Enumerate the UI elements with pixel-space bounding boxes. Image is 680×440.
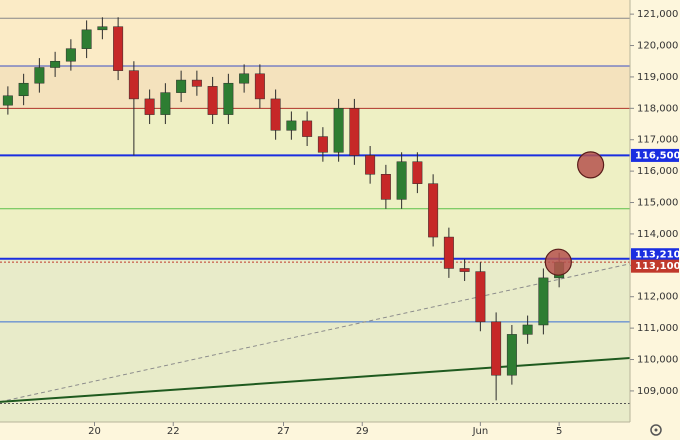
- candle-body: [459, 268, 470, 272]
- candle-body: [396, 161, 407, 200]
- candle-body: [176, 79, 187, 93]
- candle-body: [302, 120, 313, 137]
- price-band: [0, 65, 630, 109]
- price-tag-label: 113,100: [635, 261, 680, 272]
- y-tick-label: 118,000: [637, 103, 678, 114]
- price-tag-label: 116,500: [635, 150, 680, 161]
- marker-circle: [544, 248, 572, 276]
- gear[interactable]: [650, 424, 662, 436]
- y-tick-label: 121,000: [637, 9, 678, 20]
- x-tick-label: 22: [167, 426, 180, 437]
- candle-body: [333, 108, 344, 153]
- price-tag: [631, 148, 679, 162]
- y-tick-label: 115,000: [637, 198, 678, 209]
- candle-body: [412, 161, 423, 184]
- y-tick-label: 112,000: [637, 292, 678, 303]
- candle-body: [365, 155, 376, 175]
- marker-circle: [577, 151, 605, 179]
- price-band: [0, 0, 630, 66]
- candle-body: [428, 183, 439, 238]
- candle-body: [443, 236, 454, 269]
- candle-body: [506, 334, 517, 376]
- candle-body: [475, 271, 486, 323]
- price-band: [0, 258, 630, 422]
- candle-body: [349, 108, 360, 156]
- x-tick-label: 20: [88, 426, 101, 437]
- candle-body: [81, 29, 92, 49]
- candle-body: [538, 277, 549, 326]
- y-tick-label: 114,000: [637, 229, 678, 240]
- candle-body: [207, 86, 218, 115]
- x-tick-label: 27: [277, 426, 290, 437]
- candle-body: [128, 70, 139, 100]
- x-tick-label: Jun: [472, 426, 489, 437]
- candle-body: [380, 174, 391, 200]
- y-tick-label: 117,000: [637, 135, 678, 146]
- candle-body: [191, 79, 202, 87]
- candle-body: [50, 60, 61, 68]
- candle-body: [522, 324, 533, 335]
- gear-center: [654, 428, 658, 432]
- price-tag: [631, 248, 679, 262]
- trend-line: [0, 263, 631, 403]
- y-tick-label: 109,000: [637, 386, 678, 397]
- y-tick-label: 116,000: [637, 166, 678, 177]
- candle-body: [113, 26, 124, 71]
- y-tick-label: 111,000: [637, 323, 678, 334]
- candle-body: [223, 82, 234, 115]
- candle-body: [65, 48, 76, 62]
- price-band: [0, 108, 630, 259]
- candle-body: [239, 73, 250, 84]
- y-tick-label: 110,000: [637, 355, 678, 366]
- y-tick-label: 119,000: [637, 72, 678, 83]
- candle-body: [97, 26, 108, 31]
- candle-body: [34, 67, 45, 84]
- candle-body: [491, 321, 502, 376]
- candle-body: [254, 73, 265, 100]
- price-tag: [631, 259, 679, 273]
- candle-body: [317, 136, 328, 153]
- x-tick-label: 5: [556, 426, 562, 437]
- candle-body: [144, 98, 155, 115]
- y-tick-label: 120,000: [637, 41, 678, 52]
- candle-body: [2, 95, 13, 106]
- candle-body: [286, 120, 297, 131]
- candle-body: [270, 98, 281, 131]
- price-tag-label: 113,210: [635, 250, 680, 261]
- candle-body: [160, 92, 171, 115]
- trend-line: [0, 356, 631, 403]
- plot-area: [0, 0, 631, 422]
- settings-icon[interactable]: [650, 424, 662, 436]
- x-tick-label: 29: [356, 426, 369, 437]
- candle-body: [18, 82, 29, 97]
